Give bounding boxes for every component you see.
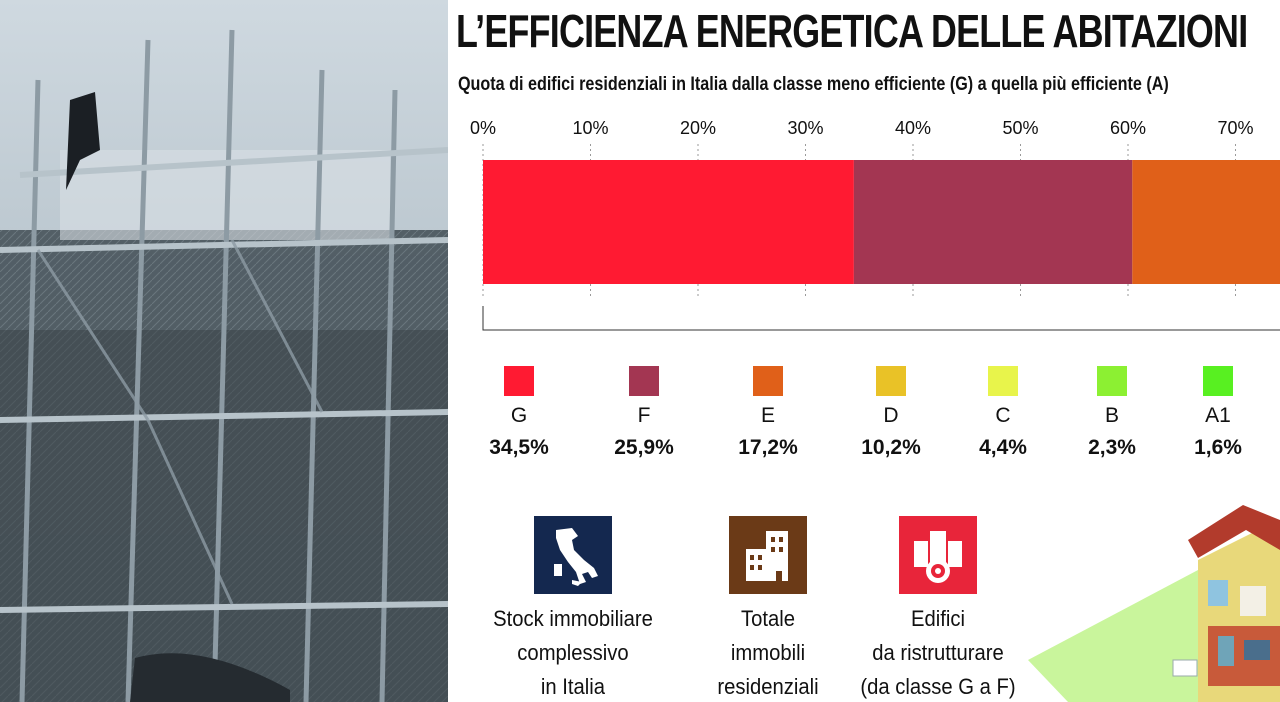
x-tick-label: 40% [895, 118, 931, 138]
stat-text-stock: Stock immobiliare complessivo in Italia [493, 606, 653, 699]
legend-item-E: E 17,2% [723, 366, 813, 460]
legend-value: 2,3% [1088, 436, 1136, 459]
bar-segment-F [853, 160, 1133, 284]
x-axis-line [482, 306, 1280, 331]
legend-value: 1,6% [1194, 436, 1242, 459]
legend-label: D [883, 404, 899, 427]
x-tick-label: 70% [1217, 118, 1253, 138]
italy-map-icon [534, 516, 612, 594]
legend-label: A1 [1205, 404, 1231, 427]
stat-stock: Stock immobiliare complessivo in Italia [473, 516, 673, 702]
bar-segment-E [1132, 160, 1280, 284]
infographic-panel: L’EFFICIENZA ENERGETICA DELLE ABITAZIONI… [448, 0, 1280, 702]
legend-label: G [510, 404, 528, 427]
chart-title: L’EFFICIENZA ENERGETICA DELLE ABITAZIONI [456, 5, 1248, 57]
legend-label: F [637, 404, 651, 427]
buildings-gear-icon [899, 516, 977, 594]
legend-swatch [1203, 366, 1233, 396]
legend-label: E [760, 404, 775, 427]
scaffolding-photo [0, 0, 448, 702]
legend-swatch [988, 366, 1018, 396]
legend-swatch [1097, 366, 1127, 396]
buildings-icon [729, 516, 807, 594]
stat-to-renovate: Edifici da ristrutturare (da classe G a F) [843, 516, 1033, 702]
house-illustration [1028, 505, 1280, 702]
stat-text-residential: Totale immobili residenziali [717, 606, 819, 699]
legend-label: B [1104, 404, 1119, 427]
x-tick-label: 50% [1002, 118, 1038, 138]
legend-value: 17,2% [738, 436, 798, 459]
legend-value: 10,2% [861, 436, 921, 459]
x-tick-label: 0% [470, 118, 496, 138]
legend-item-D: D 10,2% [846, 366, 936, 460]
legend-item-G: G 34,5% [474, 366, 564, 460]
legend-swatch [753, 366, 783, 396]
legend: G 34,5% F 25,9% E 17,2% D 10,2% C 4,4% B 2,3% A1 1,6% [448, 366, 1280, 476]
legend-label: C [995, 404, 1011, 427]
x-tick-label: 10% [572, 118, 608, 138]
legend-swatch [629, 366, 659, 396]
bar-segment-G [483, 160, 854, 284]
legend-value: 34,5% [489, 436, 549, 459]
legend-swatch [876, 366, 906, 396]
x-tick-label: 20% [680, 118, 716, 138]
legend-item-B: B 2,3% [1067, 366, 1157, 460]
chart-subtitle: Quota di edifici residenziali in Italia … [458, 74, 1169, 95]
x-tick-label: 60% [1110, 118, 1146, 138]
legend-value: 4,4% [979, 436, 1027, 459]
stacked-bar-chart: 0% 10% 20% 30% 40% 50% 60% 70% [470, 118, 1280, 331]
legend-item-A1: A1 1,6% [1173, 366, 1263, 460]
stat-residential: Totale immobili residenziali [688, 516, 848, 702]
legend-value: 25,9% [614, 436, 674, 459]
x-tick-label: 30% [787, 118, 823, 138]
legend-item-C: C 4,4% [958, 366, 1048, 460]
legend-swatch [504, 366, 534, 396]
legend-item-F: F 25,9% [599, 366, 689, 460]
stat-text-to-renovate: Edifici da ristrutturare (da classe G a F) [860, 606, 1016, 699]
